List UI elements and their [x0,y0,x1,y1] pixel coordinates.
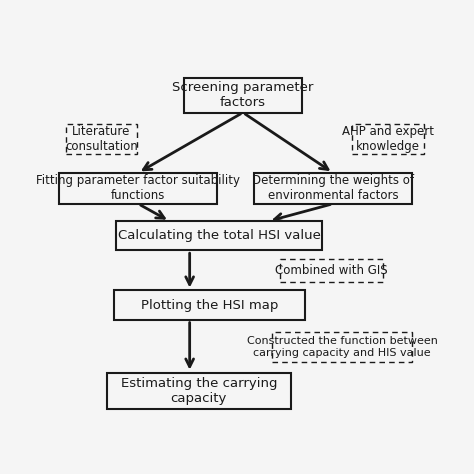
FancyBboxPatch shape [107,373,291,409]
Text: Estimating the carrying
capacity: Estimating the carrying capacity [120,377,277,405]
FancyBboxPatch shape [352,124,424,154]
FancyBboxPatch shape [116,221,322,250]
FancyBboxPatch shape [254,173,412,204]
Text: Fitting parameter factor suitability
functions: Fitting parameter factor suitability fun… [36,174,240,202]
Text: Combined with GIS: Combined with GIS [275,264,387,277]
FancyBboxPatch shape [272,332,412,362]
FancyBboxPatch shape [184,78,301,112]
Text: Calculating the total HSI value: Calculating the total HSI value [118,229,320,242]
Text: Screening parameter
factors: Screening parameter factors [172,81,314,109]
Text: Determining the weights of
environmental factors: Determining the weights of environmental… [252,174,414,202]
FancyBboxPatch shape [280,258,383,282]
Text: AHP and expert
knowledge: AHP and expert knowledge [342,125,434,153]
Text: Plotting the HSI map: Plotting the HSI map [141,299,279,311]
FancyBboxPatch shape [114,291,305,319]
Text: Literature
consultation: Literature consultation [65,125,138,153]
FancyBboxPatch shape [59,173,217,204]
Text: Constructed the function between
carrying capacity and HIS value: Constructed the function between carryin… [246,336,438,358]
FancyBboxPatch shape [66,124,137,154]
